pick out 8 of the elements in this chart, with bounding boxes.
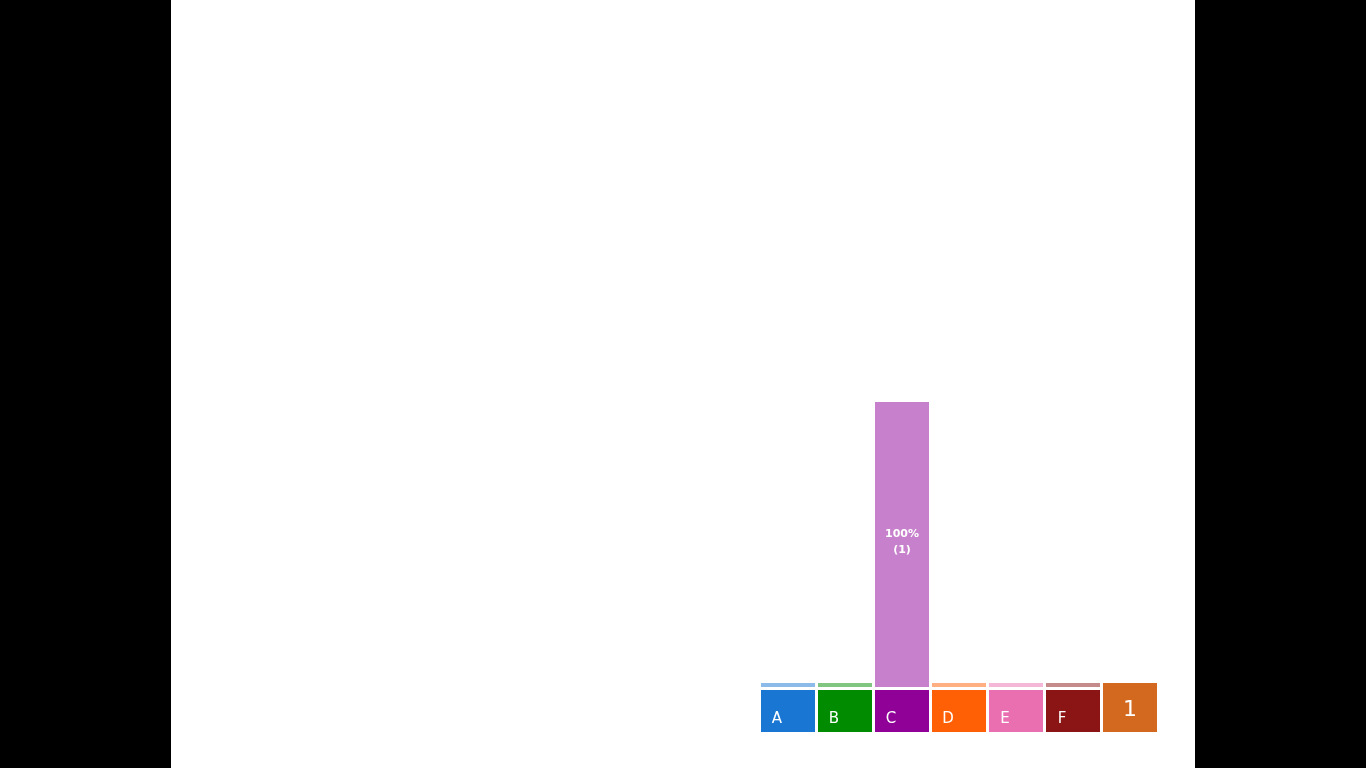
x-tick-label: B xyxy=(828,709,840,727)
x-tick-label: E xyxy=(1000,709,1010,727)
text: 1 xyxy=(1123,696,1137,721)
x-tick-label: F xyxy=(1057,709,1067,727)
x-tick-label: C xyxy=(885,709,897,727)
data-label: 100% (1) xyxy=(885,526,919,556)
x-tick-label: A xyxy=(771,709,783,727)
x-tick-label: D xyxy=(942,709,954,727)
